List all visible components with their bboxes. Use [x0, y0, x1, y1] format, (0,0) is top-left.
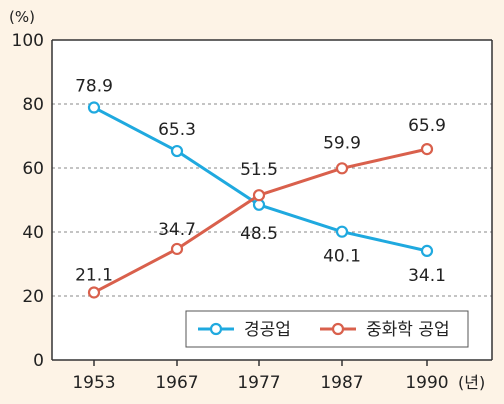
legend-label: 경공업: [244, 320, 291, 340]
data-label: 40.1: [323, 247, 361, 267]
legend-marker: [209, 322, 223, 336]
x-tick-label: 1953: [72, 373, 115, 393]
data-point: [335, 225, 349, 238]
data-point: [252, 189, 266, 202]
data-point: [87, 101, 101, 114]
data-label: 48.5: [240, 224, 278, 244]
data-point: [420, 143, 434, 156]
legend-marker: [331, 322, 345, 336]
y-tick-label: 0: [33, 351, 44, 371]
data-label: 21.1: [75, 265, 113, 285]
x-unit-label: (년): [458, 373, 485, 392]
data-label: 59.9: [323, 133, 361, 153]
y-tick-label: 40: [22, 223, 44, 243]
data-label: 34.7: [158, 220, 196, 240]
y-tick-label: 60: [22, 159, 44, 179]
y-tick-label: 20: [22, 287, 44, 307]
y-unit-label: (%): [9, 8, 35, 26]
x-tick-label: 1990: [405, 373, 448, 393]
data-point: [252, 198, 266, 211]
x-tick-label: 1967: [155, 373, 198, 393]
data-label: 78.9: [75, 77, 113, 97]
data-point: [170, 242, 184, 256]
legend-label: 중화학 공업: [366, 320, 450, 340]
data-label: 65.3: [158, 120, 196, 140]
plot-area: [52, 40, 492, 360]
y-tick-label: 80: [22, 95, 44, 115]
data-point: [87, 286, 101, 299]
x-tick-label: 1987: [320, 373, 363, 393]
data-point: [335, 162, 349, 175]
data-point: [170, 144, 184, 158]
x-tick-label: 1977: [237, 373, 280, 393]
data-label: 51.5: [240, 160, 278, 180]
data-label: 65.9: [408, 116, 446, 136]
data-label: 34.1: [408, 266, 446, 286]
y-tick-label: 100: [12, 31, 44, 51]
data-point: [420, 244, 434, 257]
